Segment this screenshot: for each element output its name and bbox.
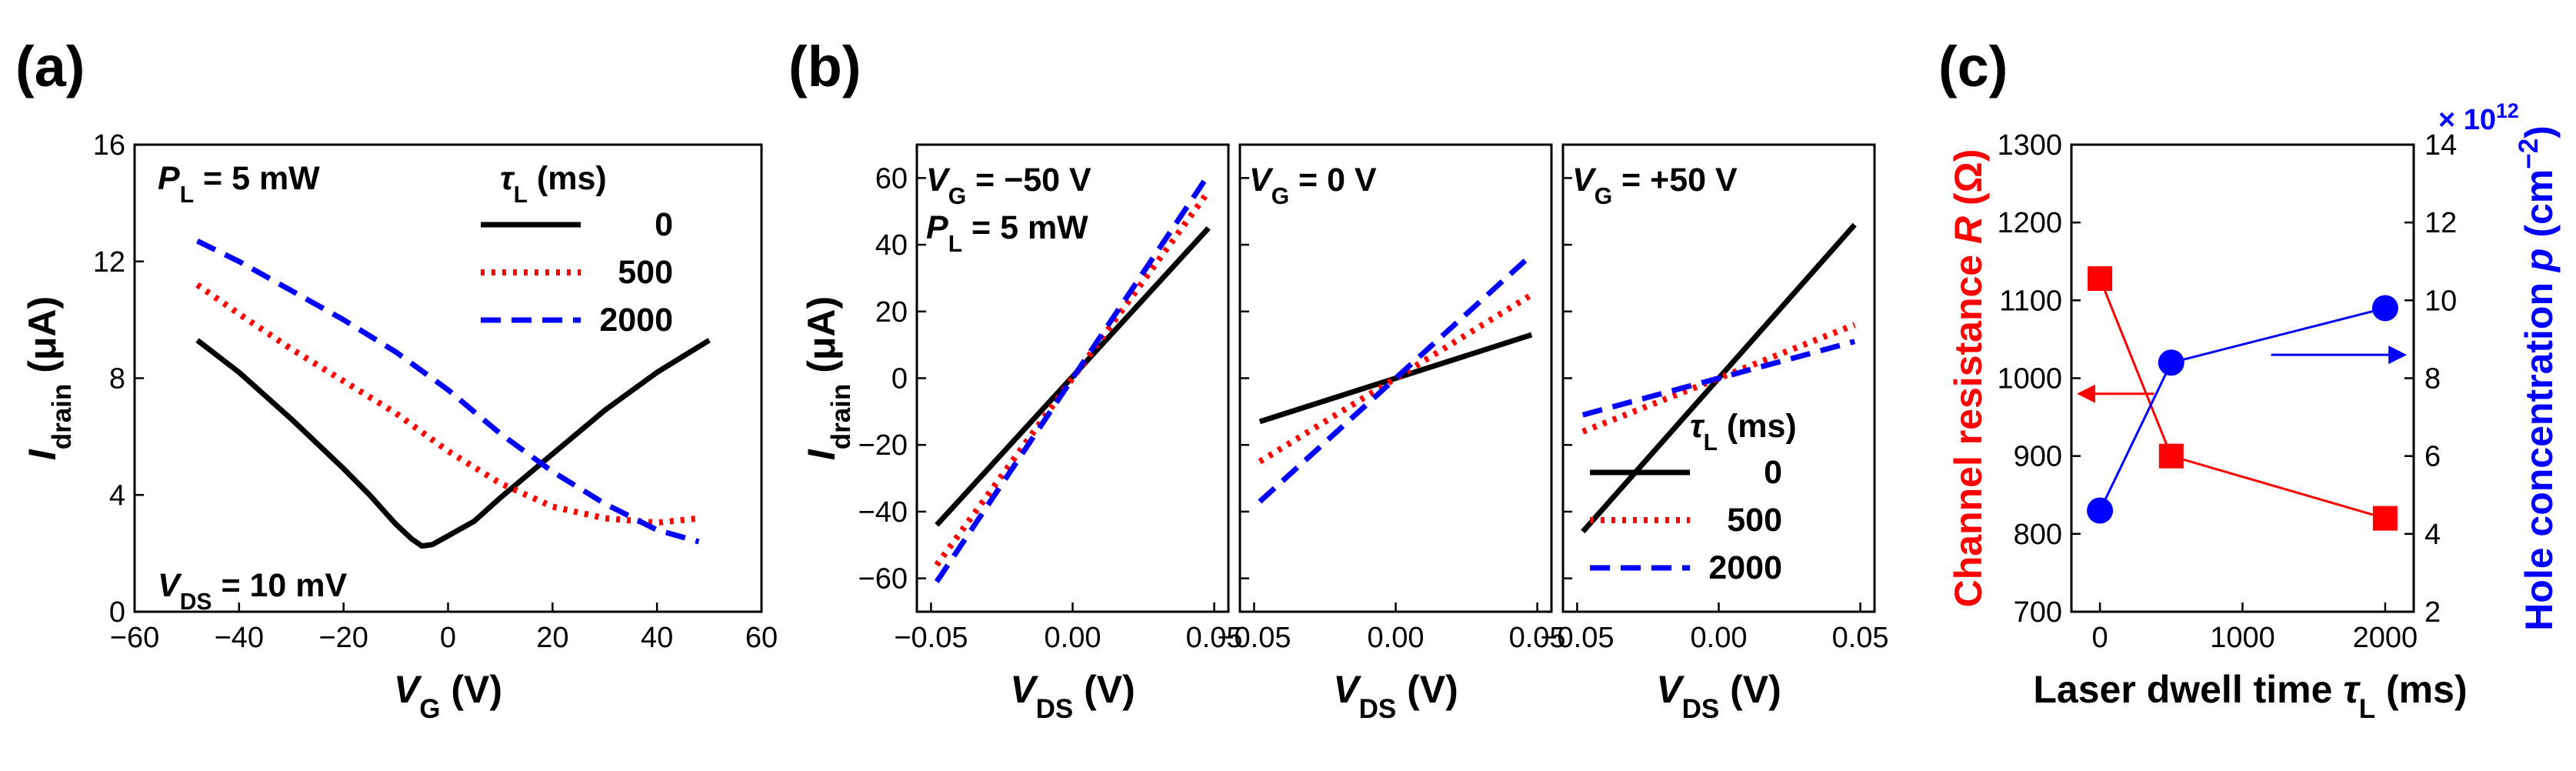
x-tick-label: 0.00: [1368, 622, 1425, 654]
resistance-point: [2088, 266, 2113, 292]
x-tick-label: −0.05: [1540, 622, 1614, 654]
x-tick-label: 0: [440, 622, 456, 654]
legend-label-2000: 2000: [599, 302, 673, 339]
y-left-tick-label: 1200: [1997, 207, 2062, 239]
y-tick-label: 20: [875, 296, 908, 329]
y-axis-title: Idrain (μA): [800, 296, 856, 460]
series-line-0: [1258, 332, 1533, 425]
y-left-tick-label: 700: [2014, 596, 2062, 629]
series-line-2000: [195, 239, 700, 545]
x-axis-title: VDS (V): [1656, 668, 1781, 724]
legend-label-0: 0: [1764, 454, 1782, 491]
axis-multiplier: × 1012: [2438, 99, 2519, 136]
y-right-tick-label: 2: [2424, 596, 2441, 629]
y-left-tick-label: 800: [2014, 519, 2062, 551]
resistance-point: [2158, 443, 2184, 469]
chart-b-vg-plus50: −0.05 0.00 0.05 VDS (V) VG = +50 V τL (ms)0 50…: [1540, 143, 1889, 724]
x-tick-label: −40: [215, 622, 264, 654]
series-line-2000: [934, 173, 1211, 583]
y-left-tick-label: 1300: [1997, 129, 2062, 162]
chart-b-vg-minus50: −0.05 0.00 0.05 −60 −40 −20 0 20 40 60 VDS (V) Idra…: [800, 143, 1243, 724]
x-tick-label: 1000: [2210, 622, 2275, 654]
hole-concentration-point: [2371, 295, 2398, 322]
x-tick-label: 0: [2092, 622, 2108, 654]
y-right-tick-label: 10: [2424, 285, 2457, 317]
y-left-axis-title: Channel resistance R (Ω): [1947, 149, 1990, 608]
y-right-tick-label: 6: [2424, 441, 2441, 473]
series-line-500: [934, 189, 1211, 567]
series-line-resistance: [2098, 278, 2386, 520]
x-tick-label: −0.05: [1217, 622, 1291, 654]
y-tick-label: 60: [875, 162, 908, 195]
resistance-point: [2372, 506, 2398, 531]
x-tick-label: 0.05: [1832, 622, 1889, 654]
series-line-2000: [1581, 339, 1856, 418]
y-tick-label: 0: [109, 596, 125, 629]
annotation-0: VG = −50 V: [926, 162, 1091, 209]
y-tick-label: 0: [891, 363, 908, 396]
annotation-vds: VDS = 10 mV: [158, 567, 348, 615]
panel-label-a: (a): [15, 35, 85, 98]
panel-label-c: (c): [1938, 35, 2008, 98]
annotation-pl: PL = 5 mW: [158, 160, 320, 208]
legend-title: τL (ms): [500, 160, 607, 208]
plot-frame: [2070, 143, 2415, 613]
x-tick-label: −0.05: [894, 622, 968, 654]
panel-label-b: (b): [788, 35, 861, 98]
x-tick-label: 0.00: [1045, 622, 1101, 654]
x-tick-label: 40: [641, 622, 673, 654]
legend-label-500: 500: [618, 254, 673, 291]
x-tick-label: 20: [536, 622, 568, 654]
y-right-tick-label: 12: [2424, 207, 2457, 239]
y-right-tick-label: 14: [2424, 129, 2457, 162]
x-tick-label: 0.05: [1186, 622, 1243, 654]
x-tick-label: 2000: [2353, 622, 2418, 654]
y-right-tick-label: 8: [2424, 363, 2441, 396]
y-left-tick-label: 1000: [1997, 363, 2062, 396]
y-tick-label: −20: [858, 429, 908, 462]
chart-a: −60 −40 −20 0 20 40 60 0 4 8 12 16 VG (V) Idrain (μA)…: [21, 129, 778, 724]
x-tick-label: 0.05: [1509, 622, 1566, 654]
x-tick-label: 0.00: [1691, 622, 1748, 654]
y-right-axis-title: Hole concentration p (cm−2): [2514, 125, 2561, 631]
chart-c: 0 1000 2000 700 800 900 1000 1100 1200 1300 2 4 6 8 10…: [1947, 99, 2561, 724]
y-tick-label: −40: [858, 496, 908, 529]
y-tick-label: 4: [109, 479, 125, 512]
x-tick-label: −20: [318, 622, 368, 654]
y-right-tick-label: 4: [2424, 519, 2441, 551]
y-tick-label: 40: [875, 229, 908, 262]
annotation-0: VG = +50 V: [1572, 162, 1738, 209]
x-axis-title: VG (V): [394, 668, 502, 724]
y-tick-label: 8: [109, 363, 125, 396]
series-line-0: [195, 338, 711, 549]
y-left-tick-label: 900: [2014, 441, 2062, 473]
chart-b-vg-0: −0.05 0.00 0.05 VDS (V) VG = 0 V: [1217, 143, 1566, 724]
x-axis-title: Laser dwell time τL (ms): [2033, 668, 2467, 724]
series-line-0: [935, 226, 1211, 527]
legend-label-500: 500: [1727, 502, 1782, 539]
y-tick-label: 16: [93, 129, 125, 162]
y-tick-label: −60: [858, 563, 908, 596]
legend-title: τL (ms): [1690, 408, 1797, 456]
x-axis-title: VDS (V): [1333, 668, 1458, 724]
x-tick-label: 60: [745, 622, 778, 654]
y-tick-label: 12: [93, 246, 125, 279]
y-axis-title: Idrain (μA): [21, 296, 77, 460]
annotation-0: VG = 0 V: [1249, 162, 1377, 209]
annotation-1: PL = 5 mW: [926, 209, 1088, 257]
y-left-tick-label: 1100: [1999, 285, 2062, 317]
hole-concentration-point: [2087, 497, 2114, 524]
hole-concentration-point: [2158, 349, 2184, 376]
x-tick-label: −60: [110, 622, 159, 654]
legend-label-2000: 2000: [1708, 549, 1782, 586]
legend-label-0: 0: [655, 206, 673, 243]
series-line-hole-concentration: [2098, 306, 2386, 512]
x-axis-title: VDS (V): [1010, 668, 1135, 724]
